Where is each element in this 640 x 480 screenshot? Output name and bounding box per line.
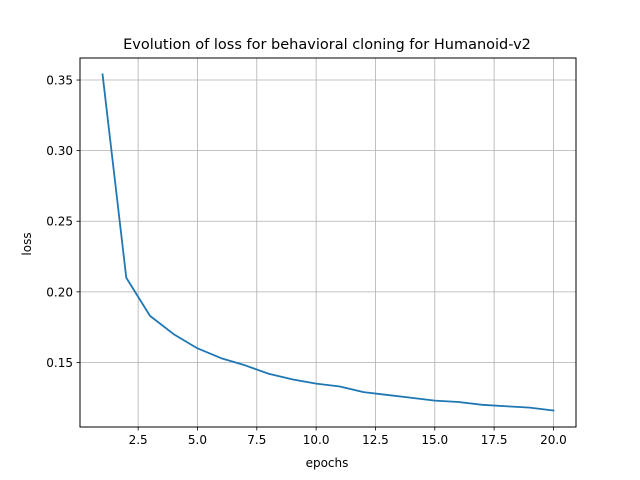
x-tick-label: 2.5 [129, 433, 148, 447]
chart-title: Evolution of loss for behavioral cloning… [123, 37, 531, 53]
x-tick-label: 17.5 [481, 433, 508, 447]
x-tick-label: 5.0 [188, 433, 207, 447]
series-line [101, 73, 555, 412]
x-tick-label: 12.5 [362, 433, 389, 447]
y-tick-label: 0.30 [46, 144, 73, 158]
plot-area [101, 73, 555, 412]
axes-frame [79, 57, 577, 428]
x-axis-label: epochs [306, 456, 349, 470]
grid [80, 58, 576, 427]
x-tick-label: 10.0 [303, 433, 330, 447]
x-tick-label: 15.0 [421, 433, 448, 447]
y-tick-label: 0.35 [46, 74, 73, 88]
y-axis-label: loss [20, 232, 34, 255]
y-tick-label: 0.20 [46, 285, 73, 299]
y-axis: 0.15 0.20 0.25 0.30 0.35 [46, 74, 80, 370]
x-tick-label: 20.0 [540, 433, 567, 447]
x-axis: 2.5 5.0 7.5 10.0 12.5 15.0 17.5 20.0 [129, 427, 567, 447]
x-tick-label: 7.5 [247, 433, 266, 447]
y-tick-label: 0.15 [46, 356, 73, 370]
y-tick-label: 0.25 [46, 215, 73, 229]
